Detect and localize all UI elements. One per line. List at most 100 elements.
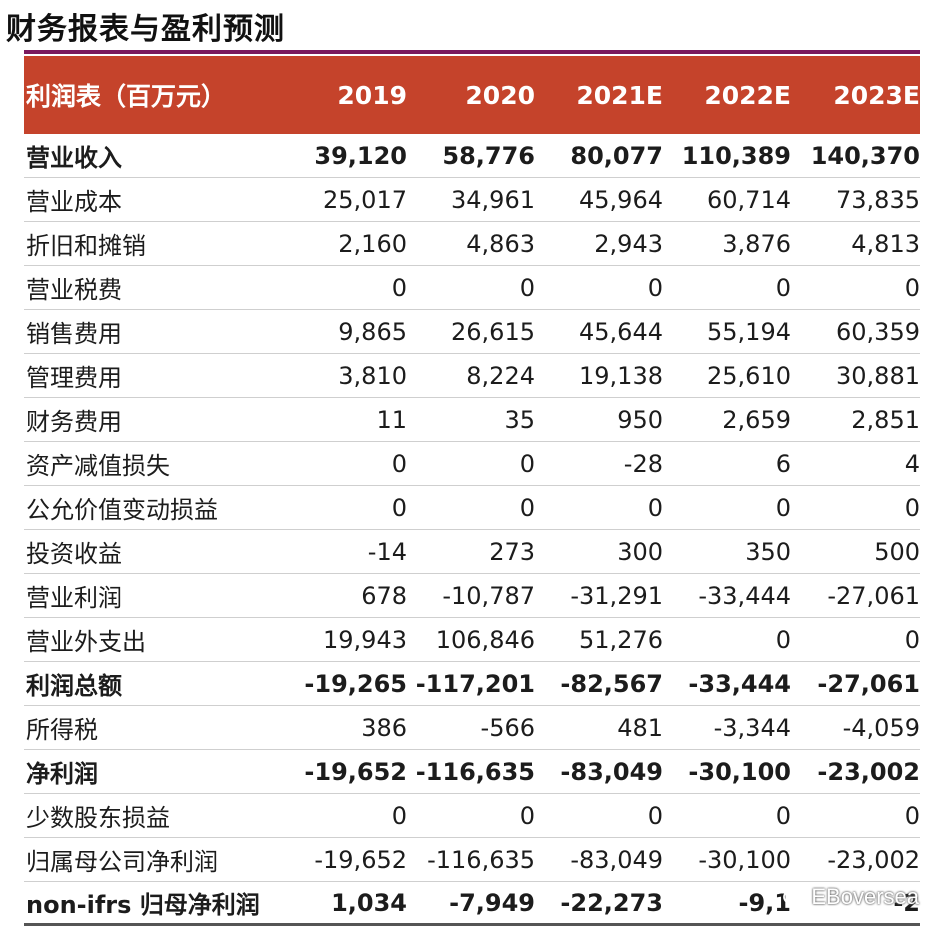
row-label: 净利润 bbox=[26, 760, 98, 788]
table-row: 营业利润 678 -10,787 -31,291 -33,444 -27,061 bbox=[24, 574, 920, 618]
row-value: 19,138 bbox=[579, 361, 663, 390]
row-value: 2,160 bbox=[338, 229, 407, 258]
row-value: 0 bbox=[775, 493, 791, 522]
row-value: 0 bbox=[519, 449, 535, 478]
row-label: non-ifrs 归母净利润 bbox=[26, 891, 260, 919]
row-label: 营业外支出 bbox=[26, 628, 146, 656]
table-row: 营业收入 39,120 58,776 80,077 110,389 140,370 bbox=[24, 134, 920, 178]
row-value: 80,077 bbox=[570, 141, 663, 170]
row-value: -23,002 bbox=[827, 845, 920, 874]
table-header: 利润表（百万元） 2019 2020 2021E 2022E 2023E bbox=[24, 56, 920, 134]
row-value: 0 bbox=[391, 273, 407, 302]
table-row: 净利润 -19,652 -116,635 -83,049 -30,100 -23,002 bbox=[24, 750, 920, 794]
row-value: 60,714 bbox=[707, 185, 791, 214]
row-label: 利润总额 bbox=[26, 672, 122, 700]
row-value: 35 bbox=[504, 405, 535, 434]
header-year-2019: 2019 bbox=[337, 80, 407, 110]
row-value: -2 bbox=[893, 888, 920, 917]
row-label: 财务费用 bbox=[26, 408, 122, 436]
row-value: -566 bbox=[480, 713, 535, 742]
row-label: 管理费用 bbox=[26, 364, 122, 392]
table-row: 投资收益 -14 273 300 350 500 bbox=[24, 530, 920, 574]
row-label: 营业收入 bbox=[26, 144, 122, 172]
row-value: -22,273 bbox=[560, 888, 663, 917]
row-label: 营业成本 bbox=[26, 188, 122, 216]
row-value: -23,002 bbox=[817, 757, 920, 786]
row-value: 6 bbox=[775, 449, 791, 478]
row-value: 0 bbox=[775, 273, 791, 302]
row-value: 60,359 bbox=[836, 317, 920, 346]
row-value: -10,787 bbox=[442, 581, 535, 610]
header-year-2021e: 2021E bbox=[576, 80, 663, 110]
row-label: 所得税 bbox=[26, 716, 98, 744]
row-value: 4 bbox=[904, 449, 920, 478]
table-row: 折旧和摊销 2,160 4,863 2,943 3,876 4,813 bbox=[24, 222, 920, 266]
row-value: 30,881 bbox=[836, 361, 920, 390]
row-label: 营业税费 bbox=[26, 276, 122, 304]
page-title: 财务报表与盈利预测 bbox=[6, 12, 285, 47]
row-value: 0 bbox=[519, 493, 535, 522]
row-value: -27,061 bbox=[827, 581, 920, 610]
row-value: 3,876 bbox=[722, 229, 791, 258]
row-value: 4,863 bbox=[466, 229, 535, 258]
row-value: 0 bbox=[647, 801, 663, 830]
row-value: 45,644 bbox=[579, 317, 663, 346]
row-value: 0 bbox=[519, 273, 535, 302]
row-value: 8,224 bbox=[466, 361, 535, 390]
row-value: 0 bbox=[647, 273, 663, 302]
row-value: -27,061 bbox=[817, 669, 920, 698]
header-year-2020: 2020 bbox=[465, 80, 535, 110]
row-value: 950 bbox=[617, 405, 663, 434]
row-value: 481 bbox=[617, 713, 663, 742]
header-year-2023e: 2023E bbox=[833, 80, 920, 110]
row-value: 0 bbox=[647, 493, 663, 522]
title-divider bbox=[24, 50, 920, 54]
row-value: 51,276 bbox=[579, 625, 663, 654]
row-value: -7,949 bbox=[449, 888, 535, 917]
row-label: 折旧和摊销 bbox=[26, 232, 146, 260]
row-value: -19,265 bbox=[304, 669, 407, 698]
row-value: 386 bbox=[361, 713, 407, 742]
table-row: 资产减值损失 0 0 -28 6 4 bbox=[24, 442, 920, 486]
row-value: 9,865 bbox=[338, 317, 407, 346]
row-value: 273 bbox=[489, 537, 535, 566]
table-row: 营业成本 25,017 34,961 45,964 60,714 73,835 bbox=[24, 178, 920, 222]
row-value: 55,194 bbox=[707, 317, 791, 346]
row-value: 45,964 bbox=[579, 185, 663, 214]
row-label: 投资收益 bbox=[26, 540, 122, 568]
row-value: 0 bbox=[904, 273, 920, 302]
row-value: -83,049 bbox=[560, 757, 663, 786]
row-value: 25,610 bbox=[707, 361, 791, 390]
watermark: EBoversea bbox=[783, 884, 919, 910]
row-value: 3,810 bbox=[338, 361, 407, 390]
row-value: 106,846 bbox=[435, 625, 535, 654]
row-value: 0 bbox=[904, 801, 920, 830]
row-value: -4,059 bbox=[842, 713, 920, 742]
row-value: -116,635 bbox=[427, 845, 535, 874]
header-year-2022e: 2022E bbox=[704, 80, 791, 110]
row-value: -3,344 bbox=[713, 713, 791, 742]
row-value: 19,943 bbox=[323, 625, 407, 654]
row-value: 0 bbox=[519, 801, 535, 830]
row-value: 4,813 bbox=[851, 229, 920, 258]
row-value: 300 bbox=[617, 537, 663, 566]
table-row: 少数股东损益 0 0 0 0 0 bbox=[24, 794, 920, 838]
row-label: 公允价值变动损益 bbox=[26, 496, 218, 524]
row-value: 0 bbox=[775, 625, 791, 654]
row-value: 73,835 bbox=[836, 185, 920, 214]
row-label: 归属母公司净利润 bbox=[26, 848, 218, 876]
watermark-text: EBoversea bbox=[811, 884, 919, 909]
table-row: 归属母公司净利润 -19,652 -116,635 -83,049 -30,100 -23… bbox=[24, 838, 920, 882]
row-value: 0 bbox=[904, 625, 920, 654]
row-value: 0 bbox=[391, 449, 407, 478]
row-value: 0 bbox=[775, 801, 791, 830]
table-row: 销售费用 9,865 26,615 45,644 55,194 60,359 bbox=[24, 310, 920, 354]
table-row: 利润总额 -19,265 -117,201 -82,567 -33,444 -27,061 bbox=[24, 662, 920, 706]
row-label: 少数股东损益 bbox=[26, 804, 170, 832]
row-label: 资产减值损失 bbox=[26, 452, 170, 480]
table-row: non-ifrs 归母净利润 1,034 -7,949 -22,273 -9,1 -2 bbox=[24, 882, 920, 926]
header-label: 利润表（百万元） bbox=[26, 82, 227, 111]
row-value: -31,291 bbox=[570, 581, 663, 610]
row-value: 34,961 bbox=[451, 185, 535, 214]
table-row: 营业外支出 19,943 106,846 51,276 0 0 bbox=[24, 618, 920, 662]
